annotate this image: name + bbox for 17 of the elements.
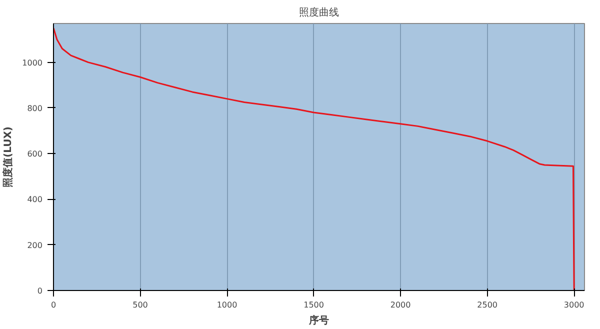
y-tick-label: 0 xyxy=(37,286,43,296)
y-tick-label: 600 xyxy=(27,150,43,159)
x-tick-label: 0 xyxy=(50,300,56,310)
x-tick-label: 2000 xyxy=(390,300,411,310)
x-tick-label: 2500 xyxy=(477,300,498,310)
x-tick-label: 500 xyxy=(132,300,148,310)
y-axis-title: 照度值(LUX) xyxy=(2,126,14,188)
y-tick-label: 1000 xyxy=(22,58,42,68)
x-tick-label: 1000 xyxy=(216,300,238,310)
line-series xyxy=(54,27,575,290)
y-tick-label: 200 xyxy=(27,240,43,250)
chart-title: 照度曲线 xyxy=(299,6,339,18)
x-tick-label: 3000 xyxy=(564,300,584,310)
y-tick-label: 800 xyxy=(27,104,43,113)
x-tick-label: 1500 xyxy=(304,300,324,310)
y-tick-label: 400 xyxy=(27,195,43,204)
x-axis-title: 序号 xyxy=(308,314,329,326)
